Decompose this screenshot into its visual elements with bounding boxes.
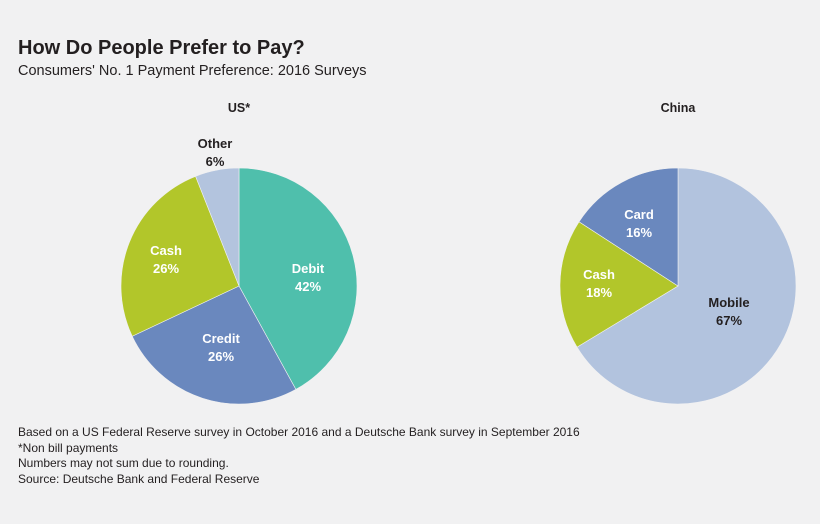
us-slice-other <box>195 167 240 287</box>
china-label-card: Card 16% <box>624 207 654 240</box>
us-pie-chart: US* Debit 42% Credit 26% Cash 26% Other 6% <box>120 101 358 405</box>
us-slice-cash <box>120 175 240 337</box>
us-slice-debit <box>238 167 358 390</box>
us-label-cash: Cash 26% <box>150 243 182 276</box>
china-label-cash: Cash 18% <box>583 267 615 300</box>
china-pie-chart: China Mobile 67% Cash 18% Card 16% <box>559 101 797 405</box>
us-chart-title: US* <box>228 101 250 115</box>
footnotes: Based on a US Federal Reserve survey in … <box>18 425 580 487</box>
china-slice-card <box>578 167 679 287</box>
footnote-survey-note: Based on a US Federal Reserve survey in … <box>18 425 580 439</box>
china-slice-cash <box>559 221 679 348</box>
china-label-mobile: Mobile 67% <box>708 295 749 328</box>
us-label-other: Other 6% <box>198 136 233 169</box>
page-subtitle: Consumers' No. 1 Payment Preference: 201… <box>18 63 367 79</box>
footnote-rounding: Numbers may not sum due to rounding. <box>18 456 229 470</box>
footnote-source: Source: Deutsche Bank and Federal Reserv… <box>18 471 260 486</box>
us-label-credit: Credit 26% <box>202 331 240 364</box>
page-title: How Do People Prefer to Pay? <box>18 37 305 59</box>
us-label-debit: Debit 42% <box>292 261 325 294</box>
china-chart-title: China <box>661 101 697 115</box>
china-slice-mobile <box>576 167 797 405</box>
us-slice-credit <box>131 285 297 405</box>
footnote-non-bill: *Non bill payments <box>18 440 119 455</box>
